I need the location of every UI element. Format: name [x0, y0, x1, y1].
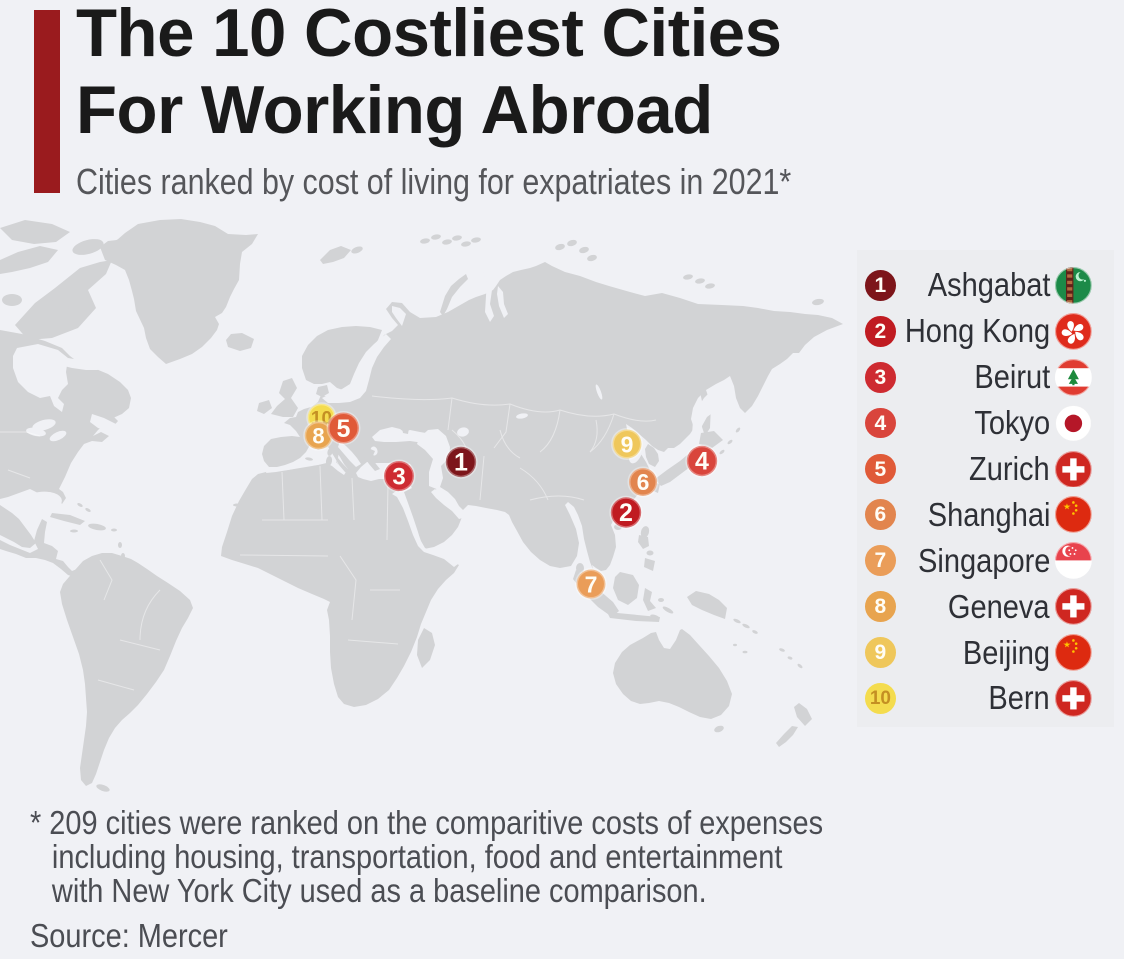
svg-text:8: 8 [312, 423, 324, 448]
svg-text:9: 9 [621, 431, 634, 457]
svg-text:7: 7 [585, 571, 598, 597]
svg-text:3: 3 [392, 464, 405, 491]
svg-text:1: 1 [454, 449, 468, 477]
svg-text:2: 2 [619, 499, 633, 527]
svg-text:6: 6 [637, 469, 650, 495]
svg-text:4: 4 [695, 448, 709, 476]
svg-text:5: 5 [337, 415, 351, 443]
